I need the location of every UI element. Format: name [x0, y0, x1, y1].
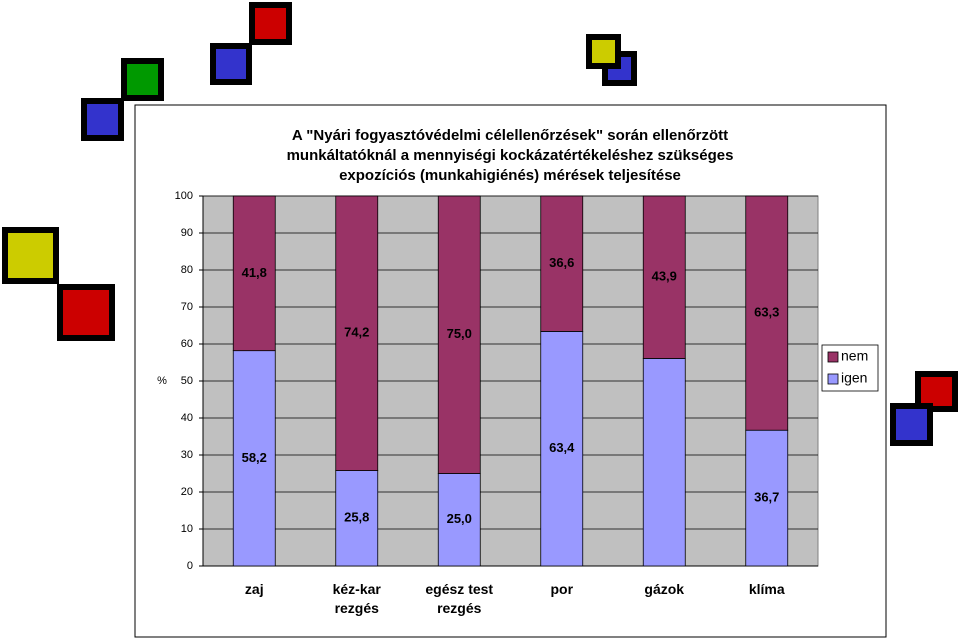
- deco-square: [81, 98, 124, 141]
- value-label: 63,3: [754, 305, 779, 320]
- value-label: 75,0: [447, 326, 472, 341]
- y-tick-label: 70: [181, 301, 193, 313]
- value-label: 43,9: [652, 269, 677, 284]
- legend-label: igen: [841, 370, 867, 386]
- y-axis-label: %: [157, 375, 167, 387]
- y-tick-label: 0: [187, 560, 193, 572]
- value-label: 25,0: [447, 511, 472, 526]
- bar-segment: [745, 429, 789, 567]
- x-tick-label: gázok: [644, 581, 685, 597]
- x-tick-label: kéz-kar rezgés: [332, 581, 381, 616]
- y-tick-label: 80: [181, 264, 193, 276]
- bar-segment: [232, 195, 276, 352]
- legend-label: nem: [841, 348, 868, 364]
- y-tick-label: 10: [181, 523, 193, 535]
- bar-segment: [335, 470, 379, 567]
- legend-swatch: [827, 373, 839, 385]
- x-tick-label: por: [550, 581, 574, 597]
- value-label: 58,2: [242, 450, 267, 465]
- x-tick-label: klíma: [748, 581, 785, 597]
- chart-title: A "Nyári fogyasztóvédelmi célellenőrzése…: [286, 127, 734, 184]
- value-label: 41,8: [242, 265, 267, 280]
- bar-segment: [642, 358, 686, 567]
- bar-segment: [232, 350, 276, 567]
- deco-square: [57, 284, 115, 341]
- bar-segment: [642, 195, 686, 359]
- value-label: 63,4: [549, 440, 575, 455]
- y-tick-label: 100: [175, 190, 193, 202]
- value-label: 25,8: [344, 510, 369, 525]
- value-label: 74,2: [344, 325, 369, 340]
- value-label: 36,6: [549, 255, 574, 270]
- y-tick-label: 20: [181, 486, 193, 498]
- deco-square: [890, 403, 933, 446]
- bar-segment: [335, 195, 379, 471]
- y-tick-label: 90: [181, 227, 193, 239]
- x-tick-label: zaj: [244, 581, 264, 597]
- decoration: [2, 2, 958, 446]
- x-tick-label: egész test rezgés: [425, 581, 494, 616]
- bar-segment: [540, 195, 584, 332]
- y-tick-label: 30: [181, 449, 193, 461]
- bar-segment: [745, 195, 789, 431]
- deco-square: [210, 43, 252, 85]
- deco-square: [249, 2, 292, 45]
- deco-square: [2, 227, 59, 284]
- y-tick-label: 60: [181, 338, 193, 350]
- legend-swatch: [827, 351, 839, 363]
- deco-square: [586, 34, 621, 69]
- value-label: 36,7: [754, 490, 779, 505]
- deco-square: [121, 58, 164, 101]
- y-tick-label: 40: [181, 412, 193, 424]
- bar-segment: [437, 473, 481, 567]
- y-tick-label: 50: [181, 375, 193, 387]
- bar-segment: [437, 195, 481, 474]
- bar-segment: [540, 331, 584, 567]
